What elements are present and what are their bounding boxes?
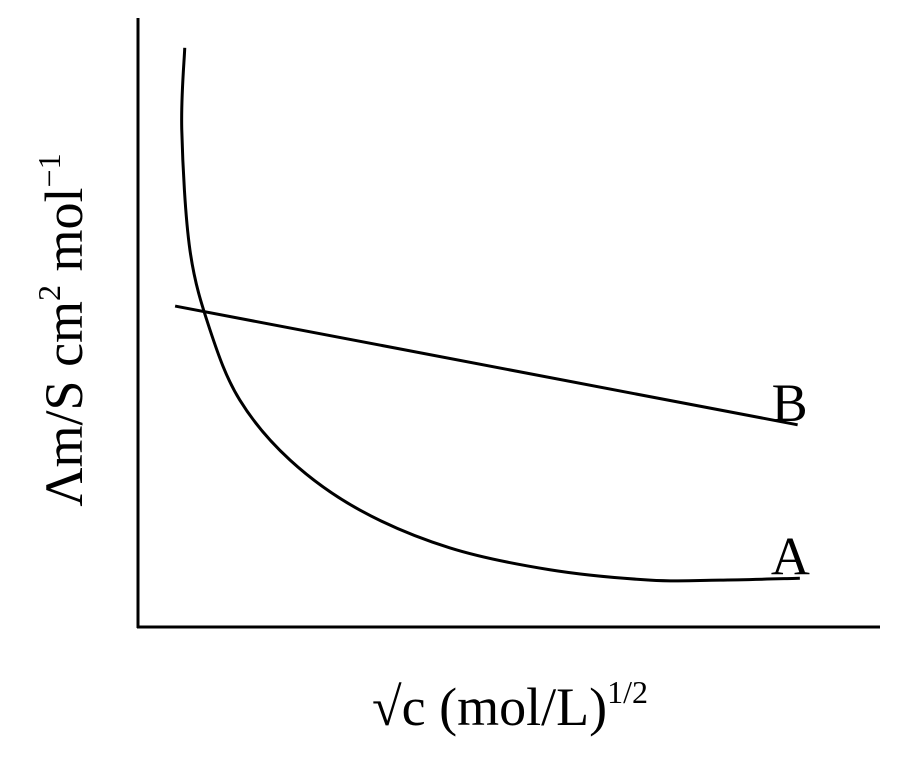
series-label: A [771, 526, 810, 586]
label-text: √c (mol/L) [372, 677, 607, 737]
superscript: −1 [31, 153, 67, 187]
superscript: 1/2 [607, 674, 648, 710]
label-text: Λm/S cm [34, 301, 94, 507]
x-axis-label: √c (mol/L)1/2 [372, 674, 648, 737]
y-axis-label: Λm/S cm2 mol−1 [31, 153, 94, 506]
curve [174, 304, 798, 427]
series-label: B [772, 373, 808, 433]
label-text: mol [34, 187, 94, 285]
curve [180, 47, 800, 583]
superscript: 2 [31, 285, 67, 301]
